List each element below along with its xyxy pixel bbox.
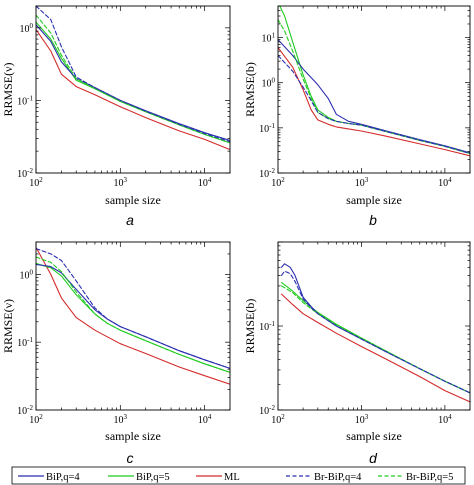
series-bip-q4-line [36,24,230,142]
series-bip-q4-line [280,263,470,394]
x-tick-label: 104 [438,413,452,426]
y-tick-label: 101 [262,32,276,45]
series-brbip-q4-line [280,270,470,394]
y-tick-label: 10-1 [17,94,33,107]
x-tick-label: 104 [438,176,452,189]
series-ml-line [280,293,470,403]
plot-frame [35,241,231,411]
series-brbip-q4-line [278,54,470,155]
x-tick-label: 102 [271,176,285,189]
series-ml-line [36,246,230,385]
legend-label: Br-BiP,q=5 [406,472,453,483]
panel-letter: b [369,212,377,228]
series-brbip-q5-line [280,285,470,394]
y-tick-label: 10-2 [259,404,275,417]
legend-label: ML [224,472,240,483]
panel-letter: d [369,450,378,466]
panel-letter: c [127,450,134,466]
plot-frame [35,5,231,174]
x-axis-label: sample size [346,429,402,443]
x-tick-label: 103 [114,413,128,426]
series-ml-line [36,28,230,151]
series-brbip-q4-line [36,6,230,143]
x-axis-label: sample size [105,429,161,443]
y-tick-label: 100 [20,268,34,281]
series-brbip-q4-line [36,248,230,369]
y-tick-label: 10-1 [17,336,33,349]
legend-label: Br-BiP,q=4 [314,472,362,483]
y-tick-label: 10-1 [259,320,275,333]
x-tick-label: 103 [355,176,369,189]
x-tick-label: 104 [198,176,212,189]
series-bip-q5-line [36,21,230,144]
legend-box [11,466,466,485]
y-axis-label: RRMSE(ν) [1,62,15,116]
legend: BiP,q=4 BiP,q=5 ML Br-BiP,q=4 Br-BiP,q=5 [11,466,466,485]
x-axis-label: sample size [105,193,161,207]
series-bip-q5-line [280,281,470,394]
y-tick-label: 100 [20,22,34,35]
y-tick-label: 100 [262,77,276,90]
legend-label: BiP,q=4 [46,472,80,483]
panel-a: 102 103 104 10-2 10-1 100 sample size RRMSE(ν) a [1,5,231,228]
x-tick-label: 103 [355,413,369,426]
x-tick-label: 102 [271,413,285,426]
x-tick-label: 104 [198,413,212,426]
x-axis-label: sample size [346,193,402,207]
legend-label: BiP,q=5 [136,472,170,483]
series-bip-q5-line [36,262,230,373]
series-brbip-q5-line [36,256,230,373]
series-bip-q4-line [278,39,470,154]
panel-d: 102 103 104 10-2 10-1 sample size RRMSE(b) d [243,241,471,466]
y-tick-label: 10-2 [17,404,33,417]
series-bip-q5-line [279,6,470,155]
panel-letter: a [126,212,134,228]
y-axis-label: RRMSE(b) [243,62,257,117]
plot-frame [277,5,471,174]
plot-frame [277,241,471,411]
series-brbip-q5-line [36,14,230,144]
panel-c: 102 103 104 10-2 10-1 100 sample size RRMSE(ν) c [1,241,231,466]
y-tick-label: 10-2 [259,167,275,180]
x-tick-label: 103 [114,176,128,189]
y-tick-label: 10-1 [259,122,275,135]
series-ml-line [278,47,470,157]
panel-b: 102 103 104 10-2 10-1 100 101 sample size RRMSE(… [243,5,471,228]
y-axis-label: RRMSE(ν) [1,299,15,353]
y-axis-label: RRMSE(b) [243,299,257,354]
x-tick-label: 102 [29,413,43,426]
x-tick-label: 102 [29,176,43,189]
y-tick-label: 10-2 [17,167,33,180]
